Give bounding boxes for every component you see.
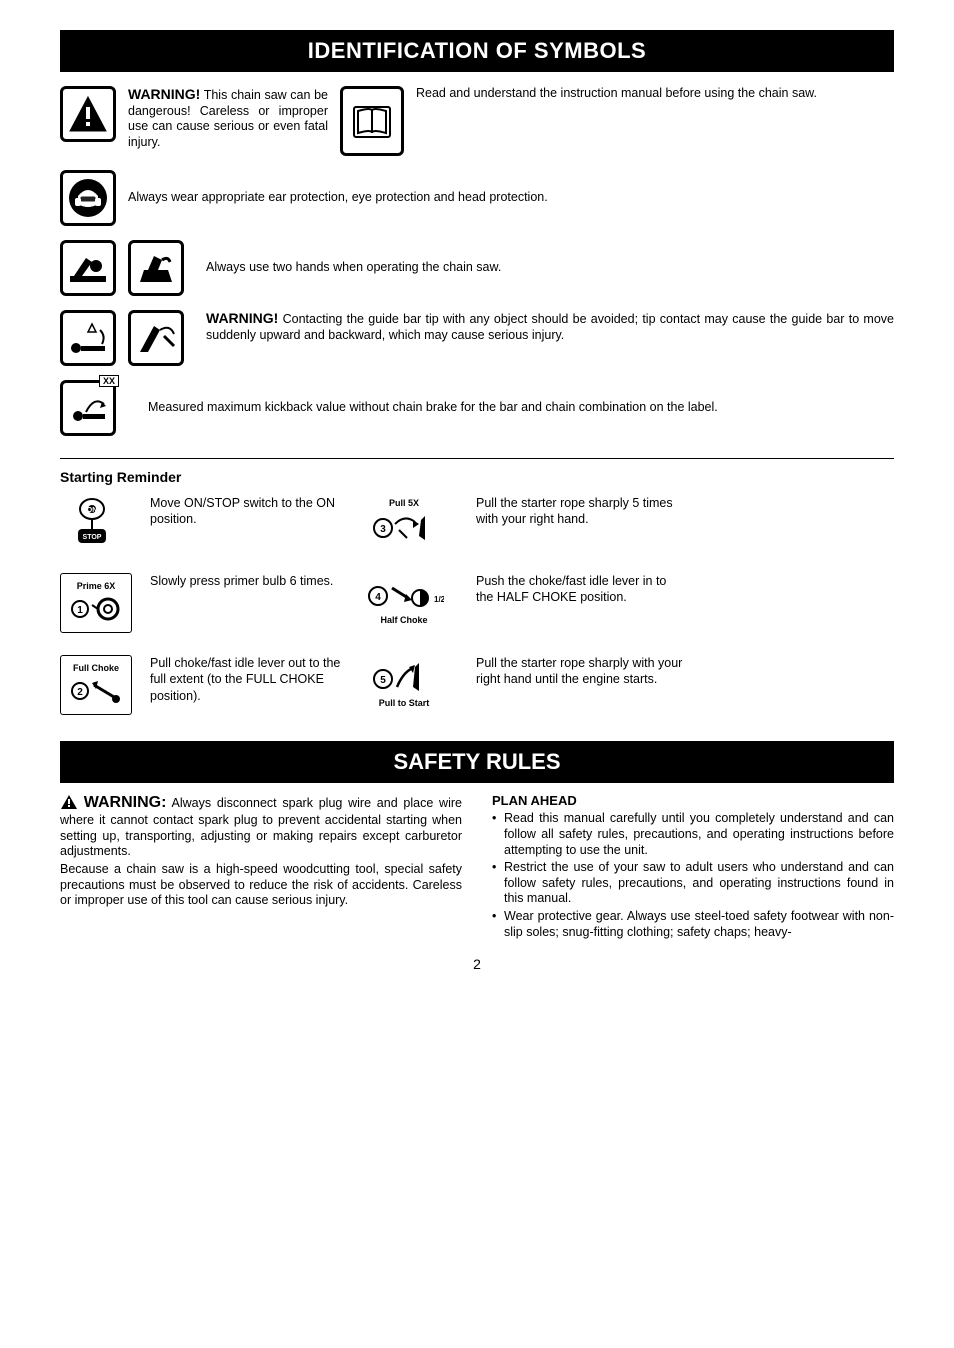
kickback-icon-1 (60, 310, 116, 366)
safety-col-left: WARNING: Always disconnect spark plug wi… (60, 793, 462, 942)
full-choke-text: Pull choke/fast idle lever out to the fu… (150, 655, 350, 704)
safety-col-right: PLAN AHEAD Read this manual carefully un… (492, 793, 894, 942)
pull-to-start-label: Pull to Start (379, 699, 430, 708)
warning-small-icon (60, 794, 78, 810)
pull-5x-icon: Pull 5X 3 (368, 495, 440, 551)
kickback-icon-2 (128, 310, 184, 366)
pull-5x-label: Pull 5X (389, 499, 419, 508)
warning-triangle-icon (60, 86, 116, 142)
two-hand-icon-1 (60, 240, 116, 296)
full-choke-label: Full Choke (73, 664, 119, 673)
kickback-text: WARNING! Contacting the guide bar tip wi… (206, 310, 894, 343)
svg-text:ON: ON (87, 507, 98, 514)
kickback-body: Contacting the guide bar tip with any ob… (206, 312, 894, 342)
plan-ahead-list: Read this manual carefully until you com… (492, 811, 894, 940)
plan-ahead-title: PLAN AHEAD (492, 793, 894, 809)
on-stop-text: Move ON/STOP switch to the ON position. (150, 495, 350, 528)
bullet-3: Wear protective gear. Always use steel-t… (492, 909, 894, 940)
half-choke-label: Half Choke (380, 616, 427, 625)
svg-text:2: 2 (77, 687, 83, 698)
svg-text:3: 3 (380, 524, 386, 535)
bullet-2: Restrict the use of your saw to adult us… (492, 860, 894, 907)
symbol-row-3: Always use two hands when operating the … (60, 240, 894, 296)
page-number: 2 (60, 956, 894, 972)
symbol-row-4: WARNING! Contacting the guide bar tip wi… (60, 310, 894, 366)
symbol-row-2: Always wear appropriate ear protection, … (60, 170, 894, 226)
warning-bold: WARNING! (128, 86, 200, 102)
kickback-bold: WARNING! (206, 310, 278, 326)
prime-6x-text: Slowly press primer bulb 6 times. (150, 573, 350, 589)
pull-5x-text: Pull the starter rope sharply 5 times wi… (476, 495, 686, 528)
symbol-row-1: WARNING! This chain saw can be dangerous… (60, 86, 894, 156)
warning-label: WARNING: (84, 794, 167, 811)
manual-page: IDENTIFICATION OF SYMBOLS WARNING! This … (0, 0, 954, 972)
bullet-1: Read this manual carefully until you com… (492, 811, 894, 858)
symbol-row-5: XX Measured maximum kickback value witho… (60, 380, 894, 436)
full-choke-icon: Full Choke 2 (60, 655, 132, 715)
manual-icon (340, 86, 404, 156)
measured-kickback-icon: XX (60, 380, 116, 436)
on-stop-icon: ON STOP (60, 495, 132, 551)
safety-columns: WARNING: Always disconnect spark plug wi… (60, 793, 894, 942)
half-choke-text: Push the choke/fast idle lever in to the… (476, 573, 686, 606)
svg-text:4: 4 (375, 592, 381, 603)
svg-text:5: 5 (380, 675, 386, 686)
svg-text:1/2: 1/2 (434, 595, 444, 604)
header-title: IDENTIFICATION OF SYMBOLS (70, 38, 884, 64)
half-choke-icon: 4 1/2 Half Choke (368, 573, 440, 629)
pull-to-start-icon: 5 Pull to Start (368, 655, 440, 711)
svg-text:1: 1 (77, 605, 83, 616)
two-hand-icon-2 (128, 240, 184, 296)
starting-grid: ON STOP Move ON/STOP switch to the ON po… (60, 495, 894, 715)
identification-header: IDENTIFICATION OF SYMBOLS (60, 30, 894, 72)
prime-6x-label: Prime 6X (77, 582, 116, 591)
two-hand-text: Always use two hands when operating the … (206, 260, 501, 276)
pull-to-start-text: Pull the starter rope sharply with your … (476, 655, 686, 688)
starting-reminder-title: Starting Reminder (60, 469, 894, 485)
svg-text:STOP: STOP (83, 534, 102, 541)
warning-text-left: WARNING! This chain saw can be dangerous… (128, 86, 328, 151)
prime-6x-icon: Prime 6X 1 (60, 573, 132, 633)
safety-para-2: Because a chain saw is a high-speed wood… (60, 862, 462, 909)
ppe-icon (60, 170, 116, 226)
ppe-text: Always wear appropriate ear protection, … (128, 190, 548, 206)
manual-text: Read and understand the instruction manu… (416, 86, 894, 102)
xx-badge: XX (99, 375, 119, 387)
divider (60, 458, 894, 459)
measured-text: Measured maximum kickback value without … (148, 400, 718, 416)
safety-rules-header: SAFETY RULES (60, 741, 894, 783)
